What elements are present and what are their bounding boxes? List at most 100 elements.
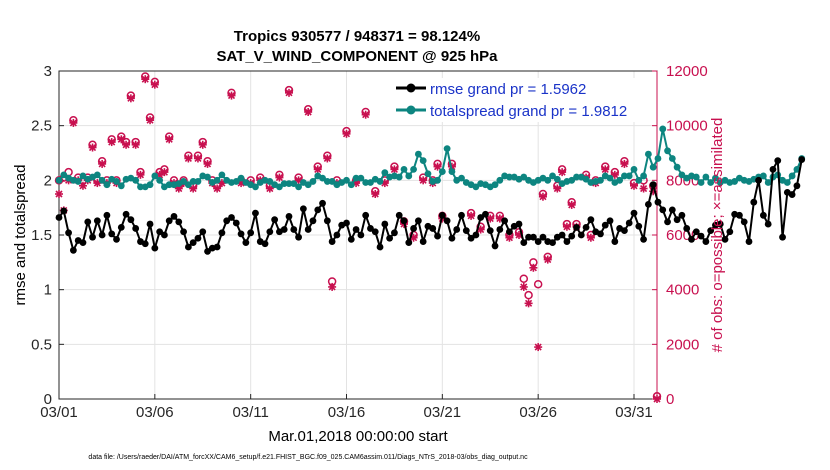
obs-assimilated-point (165, 135, 174, 144)
obs-assimilated-point (433, 162, 442, 171)
obs-assimilated-point (601, 165, 610, 174)
series-point-rmse (683, 225, 691, 232)
obs-assimilated-point (534, 343, 543, 352)
series-point-totalspread (788, 172, 796, 180)
obs-assimilated-stroke (563, 223, 571, 231)
series-point-totalspread (156, 176, 164, 184)
obs-assimilated-stroke (477, 225, 485, 234)
x-tick-label: 03/21 (424, 404, 462, 421)
obs-assimilated-point (193, 154, 202, 163)
series-point-rmse (798, 156, 806, 163)
obs-assimilated-stroke (467, 212, 475, 220)
series-point-totalspread (352, 174, 360, 182)
obs-assimilated-point (98, 159, 107, 168)
y-tick-label: 1 (44, 282, 52, 299)
y-tick-label: 3 (44, 63, 52, 80)
series-point-totalspread (146, 181, 154, 189)
legend-label-rmse: rmse grand pr = 1.5962 (430, 81, 586, 98)
series-point-totalspread (232, 178, 240, 185)
series-point-rmse (438, 211, 446, 219)
series-point-totalspread (93, 171, 101, 179)
series-point-totalspread (194, 178, 202, 185)
series-point-rmse (549, 239, 556, 247)
y-axis-label-right: # of obs: o=possible; ×=assimilated (709, 118, 726, 353)
obs-assimilated-stroke (520, 283, 528, 291)
series-point-rmse (467, 234, 475, 242)
series-point-rmse (635, 222, 643, 230)
series-point-totalspread (285, 180, 293, 188)
series-point-totalspread (759, 172, 767, 180)
series-point-rmse (525, 233, 532, 241)
obs-assimilated-point (586, 233, 595, 242)
series-point-rmse (400, 217, 408, 225)
series-point-rmse (405, 239, 413, 247)
series-point-totalspread (367, 179, 374, 186)
obs-assimilated-stroke (108, 138, 116, 146)
series-point-rmse (702, 238, 710, 245)
series-point-totalspread (357, 174, 365, 182)
series-point-totalspread (458, 174, 465, 182)
obs-assimilated-point (630, 181, 638, 190)
series-point-rmse (290, 226, 298, 233)
obs-assimilated-stroke (132, 141, 140, 149)
obs-assimilated-stroke (587, 234, 595, 242)
obs-assimilated-point (467, 211, 476, 220)
obs-assimilated-point (553, 184, 562, 193)
series-point-totalspread (113, 178, 120, 185)
series-point-rmse (774, 157, 782, 165)
series-point-totalspread (319, 174, 326, 182)
series-point-rmse (309, 217, 317, 225)
series-point-rmse (261, 240, 269, 248)
series-point-rmse (462, 227, 470, 235)
y-tick-label: 0.5 (31, 336, 52, 353)
series-point-rmse (242, 239, 250, 247)
obs-assimilated-stroke (304, 108, 312, 116)
obs-assimilated-point (184, 154, 193, 163)
series-point-rmse (644, 200, 652, 208)
series-point-totalspread (573, 173, 580, 181)
series-point-rmse (640, 235, 647, 243)
series-point-rmse (323, 217, 331, 225)
series-point-rmse (199, 228, 207, 236)
series-point-rmse (218, 229, 226, 237)
obs-assimilated-stroke (117, 135, 125, 143)
series-point-totalspread (323, 178, 331, 185)
obs-assimilated-stroke (534, 343, 542, 351)
series-point-rmse (515, 220, 523, 228)
obs-assimilated-stroke (127, 94, 135, 102)
obs-assimilated-stroke (151, 81, 159, 89)
obs-assimilated-point (107, 138, 116, 147)
legend-item-totalspread: totalspread grand pr = 1.9812 (396, 103, 627, 120)
obs-assimilated-stroke (227, 92, 236, 100)
series-point-totalspread (290, 180, 298, 188)
obs-assimilated-stroke (213, 184, 221, 193)
x-tick-label: 03/01 (40, 404, 78, 421)
x-tick-label: 03/16 (328, 404, 366, 421)
obs-assimilated-stroke (419, 176, 427, 184)
series-point-rmse (716, 220, 724, 228)
series-point-totalspread (668, 155, 676, 162)
obs-assimilated-stroke (371, 190, 379, 198)
series-point-totalspread (189, 178, 197, 185)
series-point-rmse (750, 198, 758, 206)
series-point-rmse (180, 228, 187, 236)
series-point-rmse (141, 240, 149, 248)
obs-assimilated-stroke (146, 116, 154, 124)
series-point-rmse (759, 211, 767, 219)
series-point-rmse (376, 243, 384, 251)
series-point-totalspread (491, 181, 499, 189)
y-tick-label: 2.5 (31, 118, 52, 135)
obs-assimilated-point (131, 140, 140, 149)
series-point-rmse (113, 235, 120, 243)
series-point-rmse (736, 211, 743, 219)
series-point-rmse (769, 166, 777, 173)
obs-assimilated-point (203, 159, 212, 168)
series-point-rmse (410, 225, 417, 232)
series-point-rmse (189, 239, 197, 247)
series-point-rmse (84, 218, 92, 226)
obs-assimilated-stroke (136, 171, 145, 179)
series-point-rmse (764, 220, 772, 228)
series-point-rmse (529, 233, 537, 241)
series-point-rmse (453, 226, 461, 233)
obs-assimilated-point (653, 395, 661, 403)
